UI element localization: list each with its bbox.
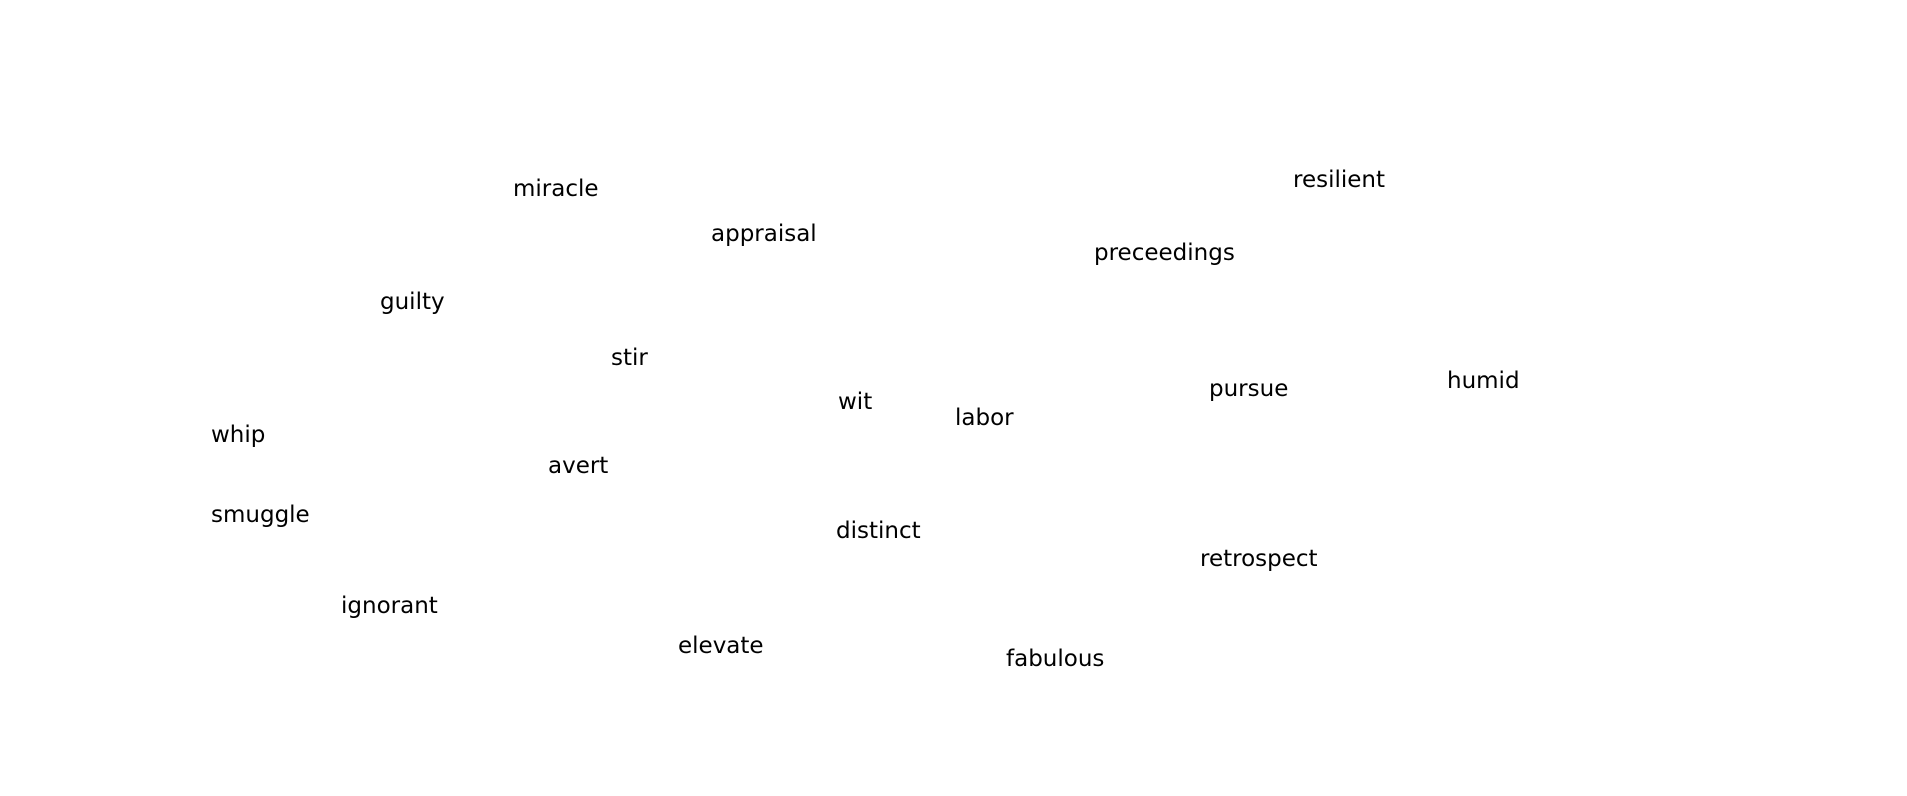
word-appraisal: appraisal — [711, 221, 817, 247]
word-fabulous: fabulous — [1006, 646, 1105, 672]
word-elevate: elevate — [678, 633, 764, 659]
word-stir: stir — [611, 345, 648, 371]
word-retrospect: retrospect — [1200, 546, 1318, 572]
word-humid: humid — [1447, 368, 1520, 394]
word-whip: whip — [211, 422, 266, 448]
word-labor: labor — [955, 405, 1014, 431]
word-smuggle: smuggle — [211, 502, 310, 528]
word-avert: avert — [548, 453, 609, 479]
word-preceedings: preceedings — [1094, 240, 1235, 266]
word-pursue: pursue — [1209, 376, 1289, 402]
word-miracle: miracle — [513, 176, 599, 202]
word-distinct: distinct — [836, 518, 921, 544]
word-guilty: guilty — [380, 289, 445, 315]
word-wit: wit — [838, 389, 873, 415]
word-resilient: resilient — [1293, 167, 1385, 193]
word-ignorant: ignorant — [341, 593, 438, 619]
